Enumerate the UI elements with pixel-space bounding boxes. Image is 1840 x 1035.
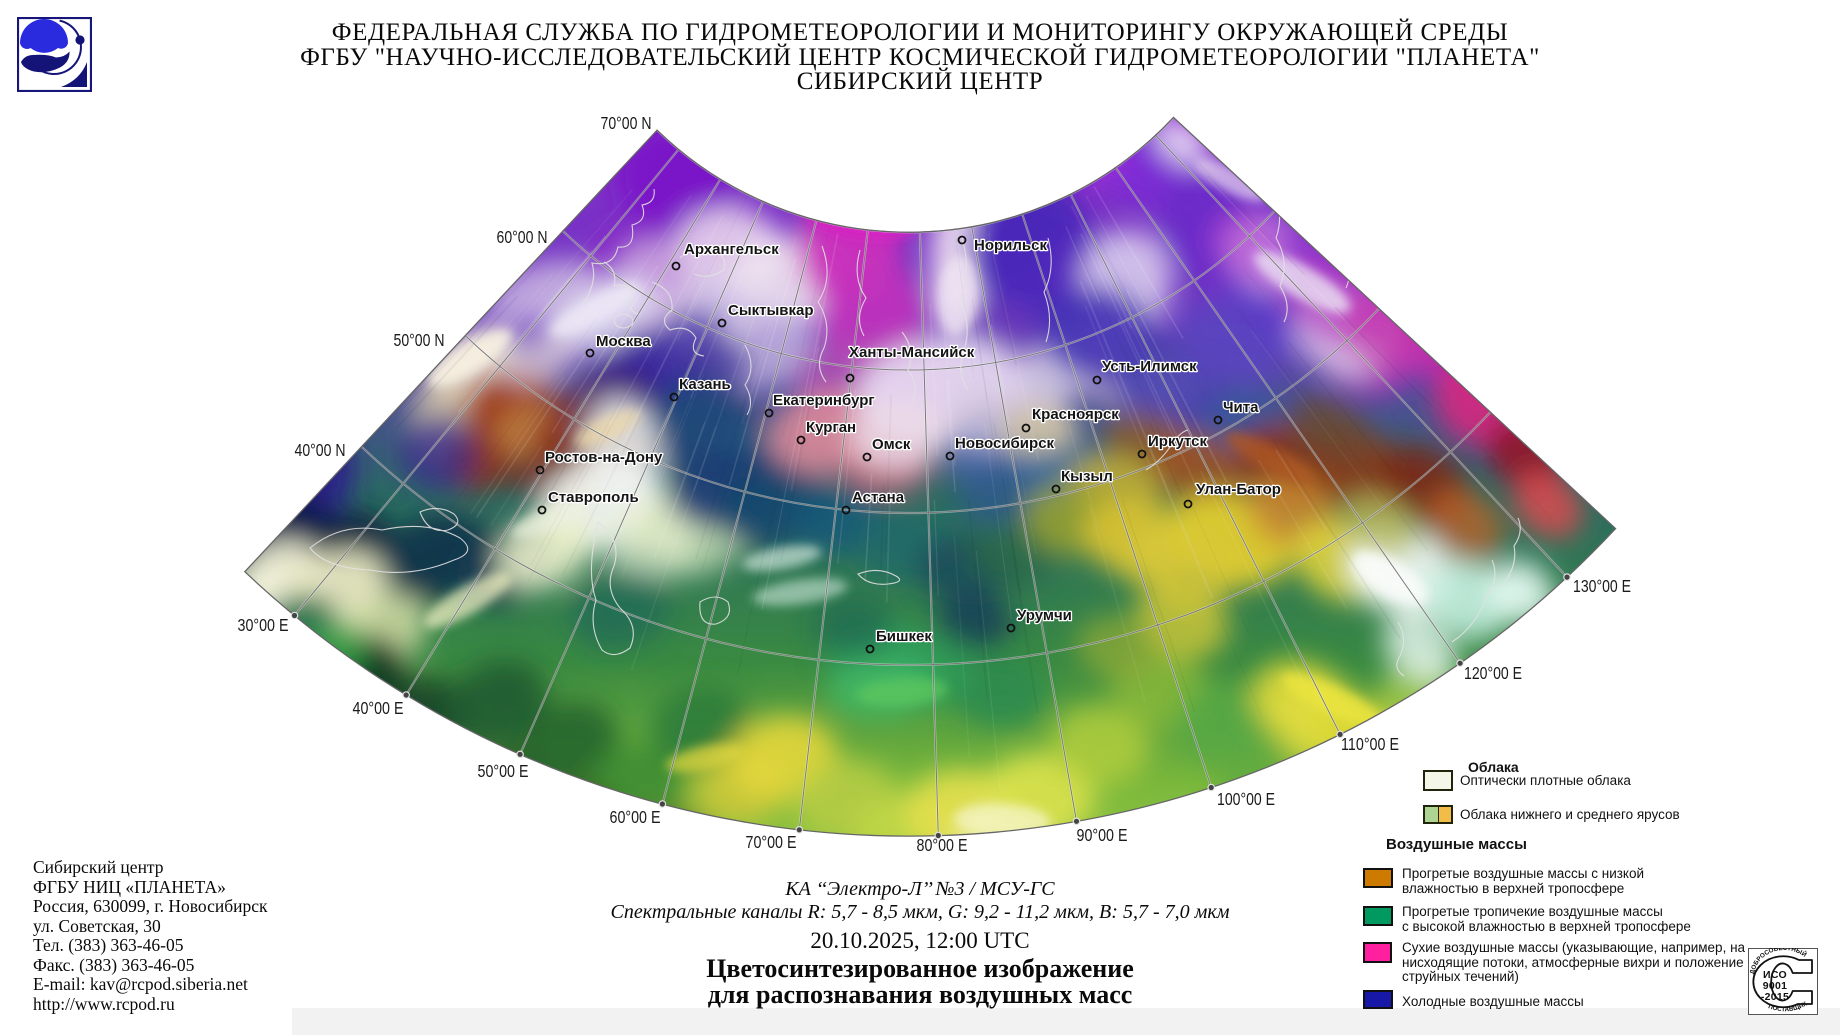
svg-text:120°00 E: 120°00 E: [1464, 663, 1522, 683]
svg-text:70°00 N: 70°00 N: [601, 113, 652, 133]
svg-text:70°00 E: 70°00 E: [746, 832, 797, 852]
svg-text:Норильск: Норильск: [974, 237, 1047, 254]
svg-text:Архангельск: Архангельск: [684, 241, 779, 258]
svg-text:50°00 E: 50°00 E: [478, 761, 529, 781]
svg-text:Ростов-на-Дону: Ростов-на-Дону: [545, 449, 663, 466]
svg-text:Сыктывкар: Сыктывкар: [728, 302, 814, 319]
svg-text:Красноярск: Красноярск: [1032, 406, 1119, 423]
svg-text:100°00 E: 100°00 E: [1217, 789, 1275, 809]
svg-text:Чита: Чита: [1223, 399, 1259, 416]
svg-text:110°00 E: 110°00 E: [1341, 734, 1399, 754]
svg-text:40°00 E: 40°00 E: [353, 698, 404, 718]
svg-text:30°00 E: 30°00 E: [238, 615, 289, 635]
svg-text:60°00 E: 60°00 E: [610, 807, 661, 827]
svg-text:-2015: -2015: [1761, 991, 1789, 1003]
svg-text:Астана: Астана: [852, 489, 905, 506]
svg-text:Екатеринбург: Екатеринбург: [773, 392, 875, 409]
svg-text:9001: 9001: [1763, 980, 1788, 992]
svg-text:Иркутск: Иркутск: [1148, 433, 1207, 450]
svg-text:Усть-Илимск: Усть-Илимск: [1102, 358, 1197, 375]
svg-text:Ханты-Мансийск: Ханты-Мансийск: [849, 344, 975, 361]
svg-text:Казань: Казань: [679, 376, 731, 393]
svg-text:Бишкек: Бишкек: [876, 628, 932, 645]
svg-text:80°00 E: 80°00 E: [917, 835, 968, 855]
svg-text:130°00 E: 130°00 E: [1573, 576, 1631, 596]
svg-text:Омск: Омск: [872, 436, 911, 453]
svg-text:Москва: Москва: [596, 333, 651, 350]
svg-text:50°00 N: 50°00 N: [394, 330, 445, 350]
svg-text:ИСО: ИСО: [1763, 969, 1787, 981]
svg-text:60°00 N: 60°00 N: [497, 227, 548, 247]
svg-text:Ставрополь: Ставрополь: [548, 489, 639, 506]
svg-text:40°00 N: 40°00 N: [295, 440, 346, 460]
svg-text:90°00 E: 90°00 E: [1077, 825, 1128, 845]
svg-text:Курган: Курган: [806, 419, 856, 436]
svg-text:Урумчи: Урумчи: [1017, 607, 1072, 624]
svg-text:Новосибирск: Новосибирск: [955, 435, 1055, 452]
svg-text:Улан-Батор: Улан-Батор: [1196, 481, 1281, 498]
svg-text:Кызыл: Кызыл: [1061, 468, 1113, 485]
